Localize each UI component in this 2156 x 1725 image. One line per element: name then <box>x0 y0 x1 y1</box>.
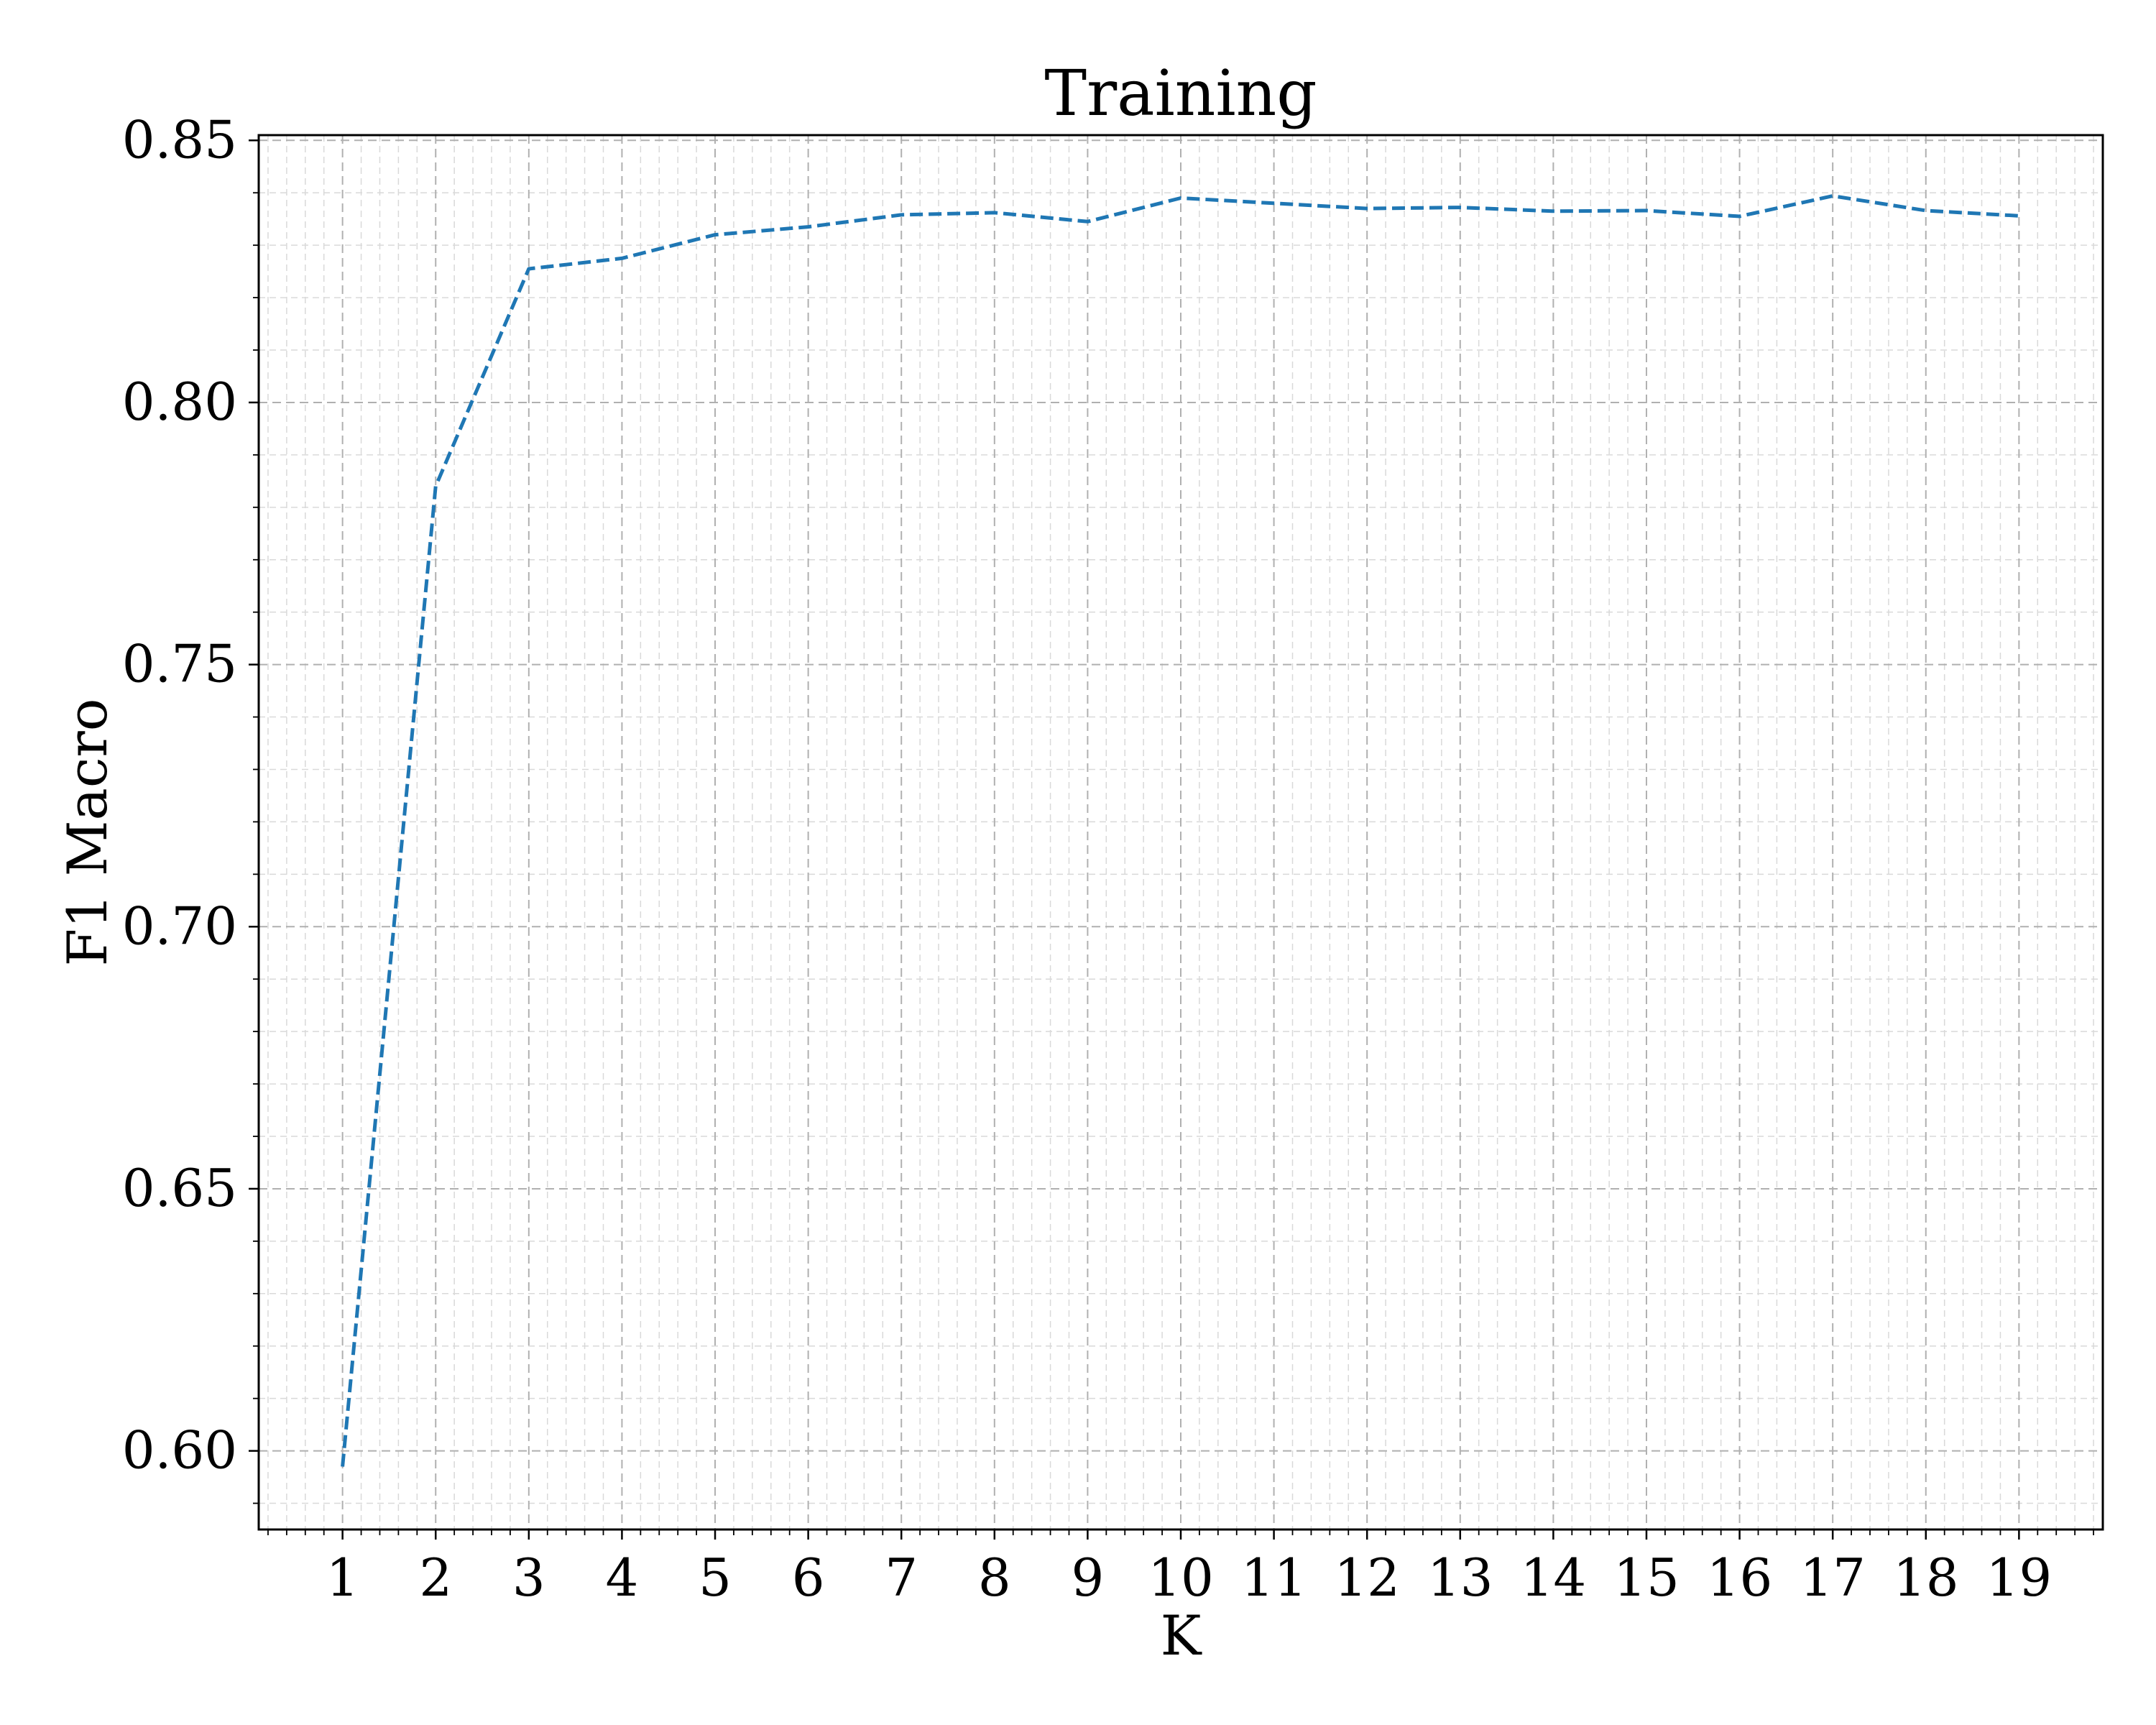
y-tick-label: 0.60 <box>122 1420 237 1481</box>
minor-grid <box>259 135 2103 1530</box>
chart-title: Training <box>1044 56 1317 130</box>
x-tick-label: 4 <box>606 1547 639 1608</box>
x-tick-label: 19 <box>1986 1547 2053 1608</box>
x-tick-label: 9 <box>1071 1547 1104 1608</box>
x-tick-label: 13 <box>1427 1547 1493 1608</box>
x-tick-label: 8 <box>978 1547 1011 1608</box>
x-tick-label: 3 <box>512 1547 545 1608</box>
x-tick-label: 15 <box>1613 1547 1680 1608</box>
ticks-layer: 1 2 3 4 5 6 7 8 9 10 11 12 13 14 15 16 17 18 190.600.650.7… <box>122 109 2094 1608</box>
major-grid <box>259 135 2103 1530</box>
y-axis-label: F1 Macro <box>55 698 119 966</box>
series-line <box>341 194 2019 1467</box>
x-tick-label: 10 <box>1148 1547 1214 1608</box>
x-tick-label: 16 <box>1707 1547 1773 1608</box>
x-tick-label: 12 <box>1334 1547 1400 1608</box>
x-tick-label: 1 <box>326 1547 359 1608</box>
x-tick-label: 14 <box>1521 1547 1587 1608</box>
y-tick-label: 0.70 <box>122 896 237 956</box>
plot-frame <box>257 134 2104 1531</box>
x-tick-label: 7 <box>885 1547 918 1608</box>
x-axis-label: K <box>1161 1604 1202 1668</box>
y-tick-label: 0.65 <box>122 1158 237 1218</box>
y-tick-label: 0.75 <box>122 634 237 694</box>
x-tick-label: 17 <box>1800 1547 1866 1608</box>
x-tick-label: 6 <box>792 1547 825 1608</box>
y-tick-label: 0.85 <box>122 109 237 170</box>
x-tick-label: 5 <box>699 1547 732 1608</box>
y-tick-label: 0.80 <box>122 372 237 432</box>
x-tick-label: 2 <box>419 1547 452 1608</box>
series-layer <box>341 194 2019 1467</box>
x-tick-label: 11 <box>1241 1547 1307 1608</box>
x-tick-label: 18 <box>1893 1547 1959 1608</box>
